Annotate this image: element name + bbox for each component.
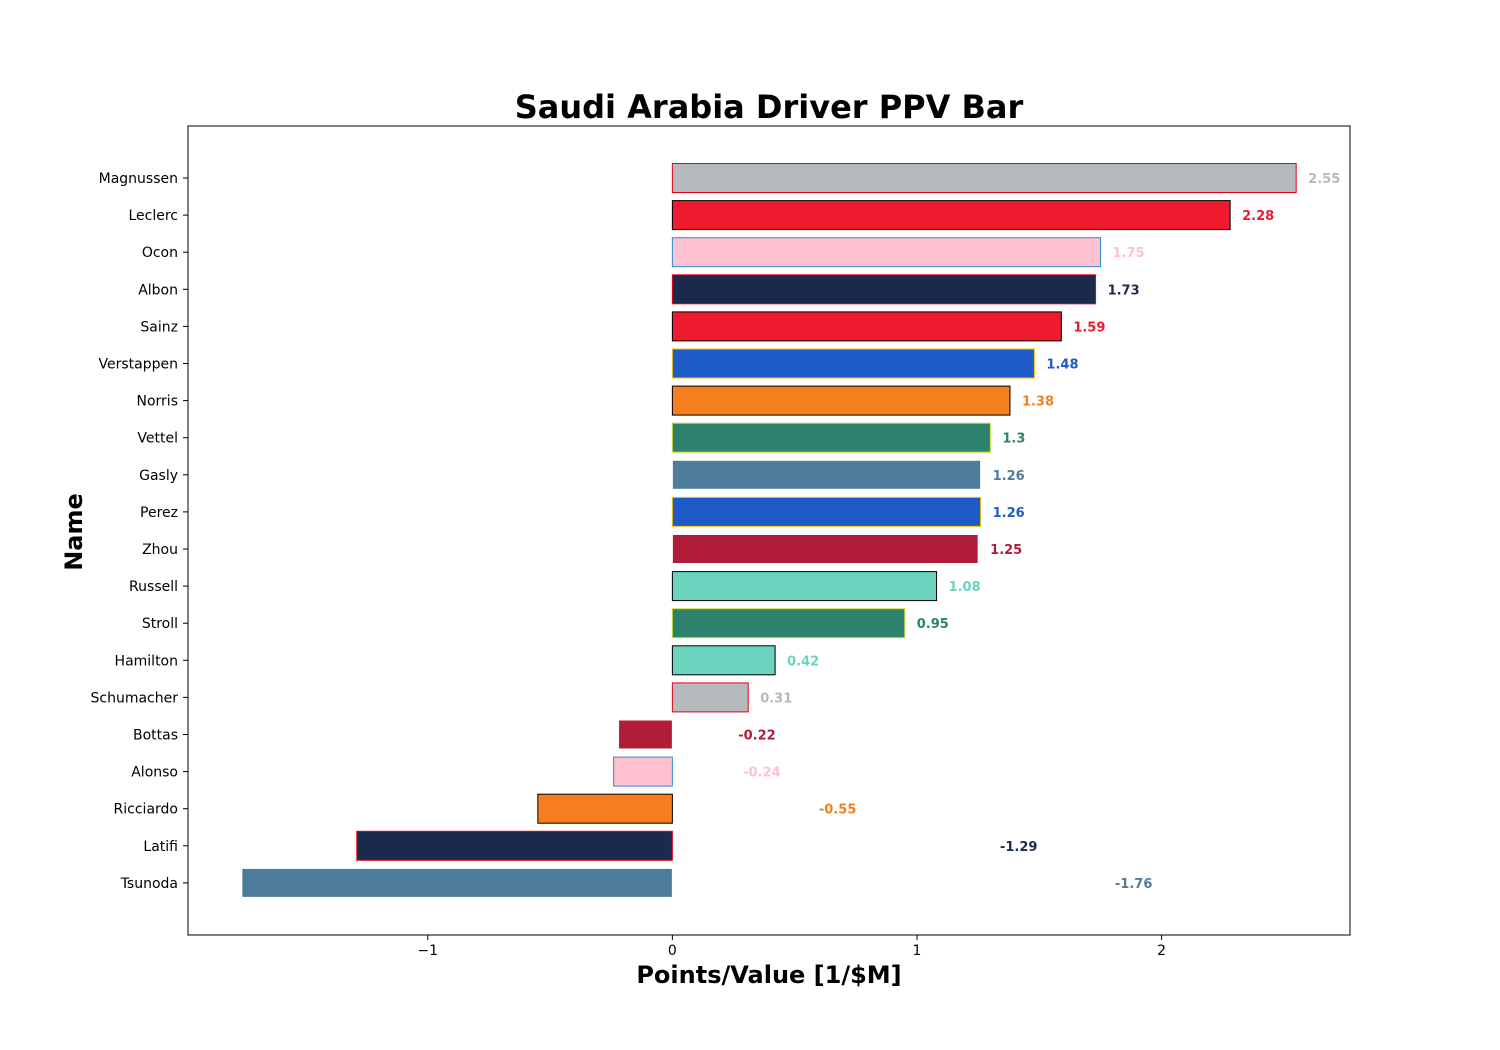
bar-gasly [671,459,982,490]
value-label-latifi: -1.29 [1000,840,1037,855]
bar-russell [671,571,938,602]
bar-leclerc [671,200,1231,231]
bar-ocon [671,237,1101,268]
x-tick-label-0: −1 [417,943,438,959]
y-tick-label-hamilton: Hamilton [115,653,178,669]
bar-zhou [671,534,979,564]
value-label-norris: 1.38 [1022,395,1054,410]
value-label-albon: 1.73 [1108,283,1140,298]
bar-hamilton [671,645,776,676]
bar-ricciardo [537,793,673,824]
y-tick-label-gasly: Gasly [139,468,178,484]
y-tick-label-tsunoda: Tsunoda [120,876,178,892]
y-tick-label-ricciardo: Ricciardo [114,802,178,818]
y-tick-label-norris: Norris [137,394,179,410]
bar-magnussen [671,163,1297,193]
x-tick-label-2: 1 [913,943,922,959]
y-tick-label-stroll: Stroll [142,616,178,632]
y-tick-label-perez: Perez [140,505,178,521]
bar-verstappen [671,348,1035,379]
y-tick-label-albon: Albon [138,282,178,298]
value-label-ricciardo: -0.55 [819,803,856,818]
bar-bottas [618,719,673,750]
value-label-schumacher: 0.31 [760,691,792,706]
y-tick-label-magnussen: Magnussen [99,171,178,187]
value-label-tsunoda: -1.76 [1115,877,1152,892]
value-label-russell: 1.08 [949,580,981,595]
value-label-verstappen: 1.48 [1046,358,1078,373]
bar-sainz [671,311,1062,342]
y-tick-label-ocon: Ocon [142,245,178,261]
value-label-leclerc: 2.28 [1242,209,1274,224]
y-axis-label: Name [60,493,88,571]
x-tick-label-1: 0 [668,943,677,959]
y-tick-label-leclerc: Leclerc [128,208,178,224]
bar-tsunoda [241,867,673,898]
bar-latifi [356,830,673,861]
value-label-stroll: 0.95 [917,617,949,632]
plot-frame [187,125,1351,936]
y-tick-label-latifi: Latifi [143,839,178,855]
bar-perez [671,496,982,527]
value-label-hamilton: 0.42 [787,654,819,669]
bar-albon [671,274,1097,305]
y-tick-label-bottas: Bottas [133,728,178,744]
plot-area: Magnussen 2.55 Leclerc 2.28 Ocon 1.75 Albon 1.7… [91,163,1340,959]
y-tick-label-sainz: Sainz [140,319,178,335]
value-label-zhou: 1.25 [990,543,1022,558]
bar-schumacher [671,682,749,713]
y-tick-label-alonso: Alonso [131,765,178,781]
value-label-gasly: 1.26 [993,469,1025,484]
value-label-magnussen: 2.55 [1308,172,1340,187]
y-tick-label-vettel: Vettel [137,431,178,447]
value-label-vettel: 1.3 [1002,432,1025,447]
x-tick-label-3: 2 [1157,943,1166,959]
value-label-ocon: 1.75 [1112,246,1144,261]
y-tick-label-zhou: Zhou [142,542,178,558]
chart-title: Saudi Arabia Driver PPV Bar [515,88,1024,126]
bar-vettel [671,422,991,453]
bar-stroll [671,608,906,639]
value-label-alonso: -0.24 [743,766,780,781]
value-label-perez: 1.26 [993,506,1025,521]
bar-alonso [613,756,673,787]
y-tick-label-verstappen: Verstappen [99,357,178,373]
y-tick-label-russell: Russell [129,579,178,595]
value-label-bottas: -0.22 [738,729,775,744]
x-axis-label: Points/Value [1/$M] [636,961,901,989]
value-label-sainz: 1.59 [1073,320,1105,335]
bar-norris [671,385,1011,416]
y-tick-label-schumacher: Schumacher [91,690,179,706]
